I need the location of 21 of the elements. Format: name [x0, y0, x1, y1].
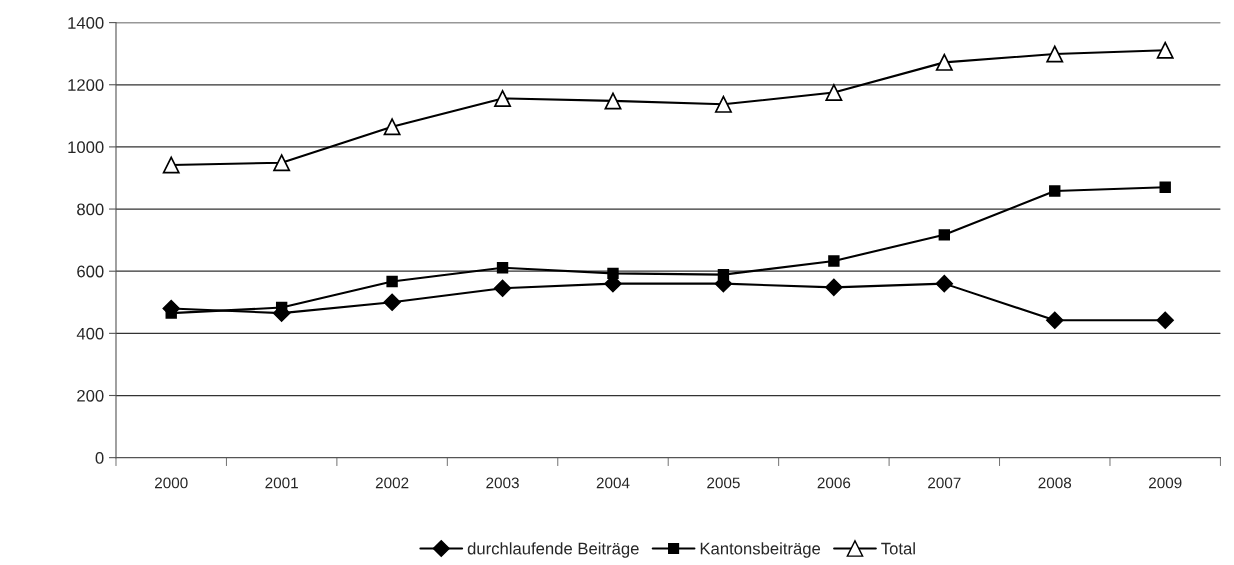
legend-label: Kantonsbeiträge	[700, 542, 821, 558]
y-tick-label: 400	[76, 327, 104, 340]
x-tick-label: 2001	[265, 477, 298, 489]
y-tick-label: 1000	[68, 141, 104, 154]
x-tick-label: 2000	[154, 477, 188, 489]
x-tick-label: 2008	[1038, 477, 1072, 489]
y-tick-label: 200	[77, 389, 104, 402]
x-tick-label: 2007	[928, 477, 961, 489]
y-tick-label: 1400	[68, 17, 104, 29]
x-tick-label: 2003	[486, 477, 519, 489]
y-tick-label: 600	[77, 265, 104, 278]
x-tick-label: 2009	[1148, 477, 1182, 489]
x-tick-label: 2005	[707, 477, 740, 489]
x-tick-label: 2004	[596, 477, 630, 489]
y-tick-label: 800	[77, 203, 104, 216]
y-tick-label: 1200	[68, 79, 104, 91]
x-tick-label: 2006	[817, 477, 851, 489]
legend-label: durchlaufende Beiträge	[467, 542, 639, 558]
legend-label: Total	[881, 542, 915, 555]
y-tick-label: 0	[95, 452, 104, 464]
x-tick-label: 2002	[375, 477, 409, 489]
